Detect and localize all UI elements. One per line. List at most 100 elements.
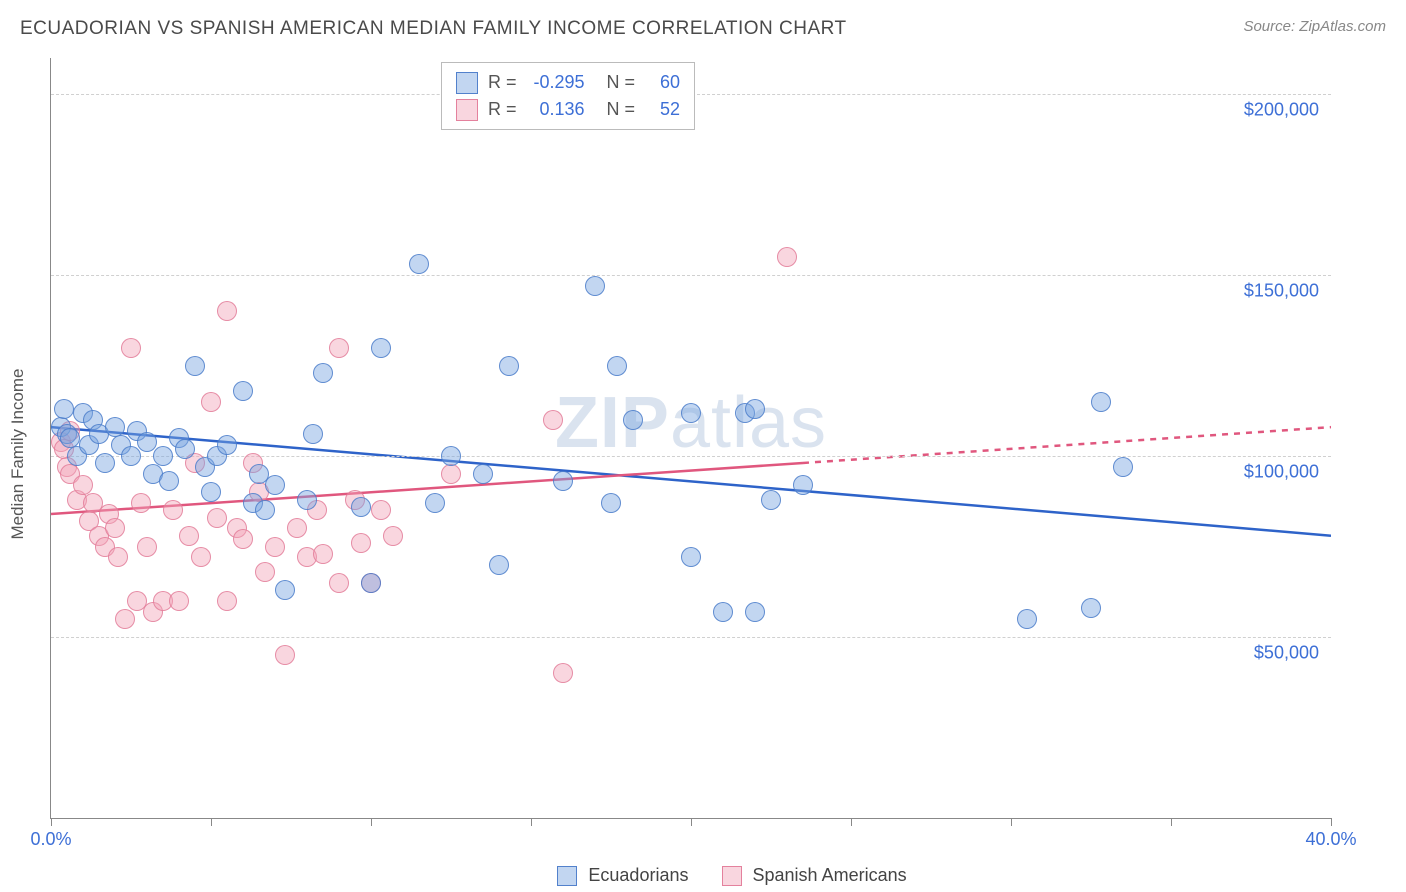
data-point-blue (553, 471, 573, 491)
data-point-pink (108, 547, 128, 567)
data-point-blue (175, 439, 195, 459)
data-point-blue (623, 410, 643, 430)
r-value-pink: 0.136 (527, 96, 585, 123)
data-point-blue (121, 446, 141, 466)
data-point-pink (351, 533, 371, 553)
data-point-blue (249, 464, 269, 484)
data-point-blue (499, 356, 519, 376)
y-axis-label: Median Family Income (8, 368, 28, 539)
data-point-blue (473, 464, 493, 484)
plot-area: ZIPatlas R = -0.295 N = 60 R = 0.136 N =… (50, 58, 1331, 819)
data-point-blue (1091, 392, 1111, 412)
data-point-pink (329, 338, 349, 358)
x-tick (531, 818, 532, 826)
r-label: R = (488, 96, 517, 123)
data-point-blue (159, 471, 179, 491)
gridline (51, 456, 1331, 457)
x-tick (691, 818, 692, 826)
data-point-pink (131, 493, 151, 513)
data-point-blue (793, 475, 813, 495)
data-point-pink (137, 537, 157, 557)
gridline (51, 275, 1331, 276)
data-point-pink (371, 500, 391, 520)
data-point-blue (761, 490, 781, 510)
trend-line-blue (51, 427, 1331, 536)
data-point-blue (313, 363, 333, 383)
data-point-blue (713, 602, 733, 622)
data-point-pink (255, 562, 275, 582)
source-label: Source: ZipAtlas.com (1243, 18, 1386, 35)
y-tick-label: $50,000 (1209, 643, 1319, 664)
chart-container: Median Family Income ZIPatlas R = -0.295… (50, 58, 1386, 850)
swatch-blue-icon (456, 72, 478, 94)
data-point-pink (777, 247, 797, 267)
data-point-blue (361, 573, 381, 593)
data-point-pink (313, 544, 333, 564)
data-point-pink (441, 464, 461, 484)
series-legend: Ecuadorians Spanish Americans (50, 865, 1386, 886)
data-point-blue (255, 500, 275, 520)
data-point-pink (105, 518, 125, 538)
data-point-blue (371, 338, 391, 358)
data-point-blue (95, 453, 115, 473)
data-point-blue (60, 428, 80, 448)
r-value-blue: -0.295 (527, 69, 585, 96)
swatch-pink-icon (722, 866, 742, 886)
data-point-blue (601, 493, 621, 513)
data-point-blue (201, 482, 221, 502)
data-point-pink (217, 591, 237, 611)
data-point-pink (543, 410, 563, 430)
n-label: N = (607, 96, 636, 123)
data-point-blue (153, 446, 173, 466)
x-tick (1011, 818, 1012, 826)
data-point-pink (233, 529, 253, 549)
data-point-blue (1113, 457, 1133, 477)
x-tick (851, 818, 852, 826)
gridline (51, 637, 1331, 638)
swatch-blue-icon (557, 866, 577, 886)
data-point-blue (585, 276, 605, 296)
data-point-blue (1081, 598, 1101, 618)
data-point-pink (201, 392, 221, 412)
data-point-blue (1017, 609, 1037, 629)
data-point-blue (185, 356, 205, 376)
legend-row-blue: R = -0.295 N = 60 (456, 69, 680, 96)
data-point-blue (54, 399, 74, 419)
data-point-pink (121, 338, 141, 358)
chart-title: ECUADORIAN VS SPANISH AMERICAN MEDIAN FA… (20, 18, 847, 40)
x-tick (51, 818, 52, 826)
y-tick-label: $100,000 (1209, 462, 1319, 483)
swatch-pink-icon (456, 99, 478, 121)
data-point-pink (73, 475, 93, 495)
y-tick-label: $200,000 (1209, 100, 1319, 121)
data-point-pink (275, 645, 295, 665)
x-tick (211, 818, 212, 826)
data-point-pink (217, 301, 237, 321)
r-label: R = (488, 69, 517, 96)
data-point-blue (425, 493, 445, 513)
data-point-blue (233, 381, 253, 401)
data-point-blue (409, 254, 429, 274)
trend-lines (51, 58, 1331, 818)
x-tick (371, 818, 372, 826)
data-point-blue (105, 417, 125, 437)
data-point-blue (607, 356, 627, 376)
legend-label-blue: Ecuadorians (588, 865, 688, 885)
legend-label-pink: Spanish Americans (753, 865, 907, 885)
data-point-blue (489, 555, 509, 575)
data-point-pink (265, 537, 285, 557)
data-point-blue (745, 602, 765, 622)
data-point-blue (303, 424, 323, 444)
data-point-pink (163, 500, 183, 520)
data-point-blue (275, 580, 295, 600)
correlation-legend: R = -0.295 N = 60 R = 0.136 N = 52 (441, 62, 695, 130)
data-point-blue (137, 432, 157, 452)
data-point-pink (169, 591, 189, 611)
data-point-pink (179, 526, 199, 546)
x-tick-label: 0.0% (30, 829, 71, 850)
data-point-blue (681, 403, 701, 423)
data-point-pink (191, 547, 211, 567)
data-point-blue (297, 490, 317, 510)
n-label: N = (607, 69, 636, 96)
n-value-pink: 52 (645, 96, 680, 123)
